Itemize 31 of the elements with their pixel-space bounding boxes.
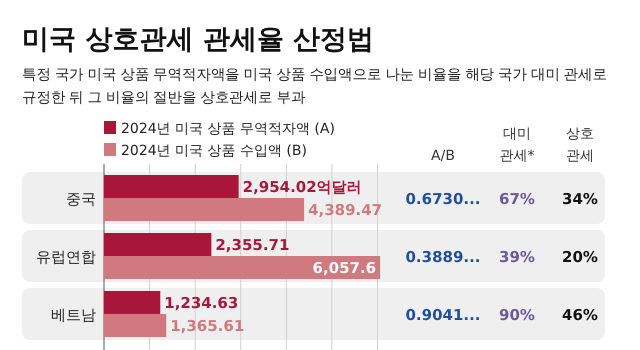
chart-subtitle: 특정 국가 미국 상품 무역적자액을 미국 상품 수입액으로 나눈 비율을 해당 국가 대미 관세로 규정한 뒤 그 비율의 절반을 상호관세로 부과 — [22, 67, 607, 106]
text: 20% — [562, 248, 598, 266]
category-label: A/B — [431, 148, 455, 164]
text: 46% — [562, 306, 598, 324]
category-label: 대미 관세* — [500, 126, 534, 164]
data-label: 1,365.61 — [170, 317, 244, 335]
data-label: 2,954.02억달러 — [242, 178, 362, 196]
y-tick-label: 중국 — [66, 190, 96, 208]
text: 67% — [499, 190, 535, 208]
bar — [104, 291, 160, 314]
data-label: 1,234.63 — [164, 294, 238, 312]
bar — [104, 314, 166, 337]
legend-label: 2024년 미국 상품 무역적자액 (A) — [121, 121, 335, 137]
text: 0.6730... — [406, 190, 480, 208]
text: 0.9041... — [406, 306, 480, 324]
bar — [104, 198, 304, 221]
text: 34% — [562, 190, 598, 208]
y-tick-label: 유럽연합 — [36, 248, 96, 266]
data-label: 4,389.47 — [308, 201, 382, 219]
y-tick-label: 베트남 — [51, 306, 96, 324]
text: 90% — [499, 306, 535, 324]
text: 0.3889... — [406, 248, 480, 266]
bar — [104, 175, 239, 198]
bar — [104, 233, 212, 256]
text: 39% — [499, 248, 535, 266]
legend-label: 2024년 미국 상품 수입액 (B) — [121, 143, 307, 159]
bar — [104, 256, 380, 279]
data-label: 6,057.6 — [312, 259, 376, 277]
data-label: 2,355.71 — [215, 236, 290, 254]
chart-title: 미국 상호관세 관세율 산정법 — [22, 24, 374, 55]
category-label: 상호 관세 — [566, 126, 594, 164]
